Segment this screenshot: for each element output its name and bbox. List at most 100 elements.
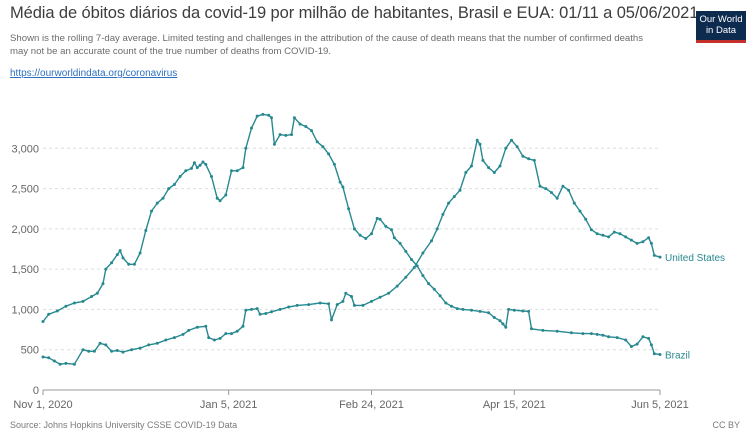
data-point-united-states <box>470 164 473 168</box>
data-point-united-states <box>330 318 333 322</box>
data-point-brazil <box>284 133 288 137</box>
series-line-brazil[interactable] <box>42 113 661 356</box>
data-point-brazil <box>347 207 351 211</box>
data-point-united-states <box>64 361 68 365</box>
data-point-united-states <box>341 299 345 303</box>
data-point-brazil <box>81 299 85 303</box>
data-point-united-states <box>487 166 491 170</box>
series-line-united-states[interactable] <box>42 139 661 365</box>
data-point-brazil <box>527 309 531 313</box>
data-point-united-states <box>572 201 576 205</box>
y-tick-label: 2,000 <box>11 224 39 236</box>
data-point-brazil <box>370 232 373 236</box>
data-point-united-states <box>52 359 56 363</box>
data-point-brazil <box>438 294 442 298</box>
data-point-brazil <box>144 229 148 232</box>
data-point-united-states <box>335 303 339 307</box>
data-point-brazil <box>195 166 199 170</box>
data-point-brazil <box>215 196 219 200</box>
data-point-united-states <box>475 138 479 142</box>
data-point-united-states <box>81 348 85 352</box>
data-point-united-states <box>155 341 159 345</box>
data-point-brazil <box>507 307 511 311</box>
data-point-united-states <box>421 251 425 255</box>
data-point-united-states <box>41 355 45 359</box>
gridlines <box>43 147 660 391</box>
data-point-united-states <box>412 266 416 269</box>
data-point-united-states <box>521 154 525 158</box>
data-point-brazil <box>390 228 393 232</box>
data-point-united-states <box>647 236 651 240</box>
data-point-united-states <box>624 235 628 239</box>
data-point-brazil <box>55 309 59 313</box>
data-point-brazil <box>375 216 379 220</box>
x-tick-label: Jan 5, 2021 <box>200 399 258 411</box>
data-point-united-states <box>172 336 176 340</box>
y-tick-label: 500 <box>21 345 39 357</box>
data-point-brazil <box>455 307 459 311</box>
data-point-united-states <box>287 305 291 309</box>
data-point-brazil <box>581 332 585 336</box>
data-point-united-states <box>110 349 114 353</box>
data-point-united-states <box>510 138 513 142</box>
data-point-brazil <box>652 352 656 356</box>
data-point-brazil <box>615 336 619 340</box>
data-point-brazil <box>172 183 176 186</box>
license-link[interactable]: CC BY <box>712 420 740 430</box>
data-point-united-states <box>532 158 536 162</box>
data-point-united-states <box>601 233 605 237</box>
data-point-united-states <box>404 275 408 279</box>
data-point-united-states <box>352 303 356 307</box>
data-point-brazil <box>647 336 651 340</box>
data-point-brazil <box>150 209 153 213</box>
data-point-brazil <box>635 342 639 346</box>
source-note: Source: Johns Hopkins University CSSE CO… <box>10 420 238 430</box>
source-link[interactable]: https://ourworldindata.org/coronavirus <box>10 68 178 79</box>
data-point-brazil <box>358 233 362 237</box>
data-point-united-states <box>235 329 239 333</box>
data-point-united-states <box>195 325 199 329</box>
data-point-brazil <box>364 237 368 240</box>
data-point-brazil <box>569 331 573 335</box>
data-point-brazil <box>184 169 188 173</box>
data-point-brazil <box>267 113 271 117</box>
data-point-united-states <box>344 291 348 295</box>
series-label-brazil[interactable]: Brazil <box>665 351 690 362</box>
data-point-united-states <box>607 235 611 239</box>
data-point-united-states <box>181 332 185 336</box>
data-point-brazil <box>250 126 253 130</box>
data-point-united-states <box>87 349 91 353</box>
series-label-united-states[interactable]: United States <box>665 253 725 264</box>
data-point-united-states <box>255 307 259 311</box>
data-point-brazil <box>427 282 431 286</box>
data-point-brazil <box>492 316 496 319</box>
data-point-united-states <box>270 310 273 314</box>
data-point-united-states <box>584 217 588 221</box>
data-point-brazil <box>601 333 605 337</box>
chart-subtitle: Shown is the rolling 7-day average. Limi… <box>10 33 644 57</box>
x-tick-label: Jun 5, 2021 <box>631 399 689 411</box>
data-point-united-states <box>241 324 245 328</box>
data-point-brazil <box>470 308 473 312</box>
data-point-united-states <box>264 312 268 315</box>
data-point-brazil <box>432 287 436 291</box>
data-point-brazil <box>589 332 593 336</box>
x-axis-ticks: Nov 1, 2020 Jan 5, 2021 Feb 24, 2021 Apr 15… <box>13 390 689 411</box>
data-point-united-states <box>318 301 322 305</box>
data-point-united-states <box>652 253 656 257</box>
data-point-brazil <box>41 320 45 323</box>
data-point-brazil <box>132 262 136 266</box>
data-point-united-states <box>218 336 222 340</box>
owid-logo[interactable]: Our World in Data <box>696 11 746 43</box>
data-point-brazil <box>304 125 308 128</box>
data-point-united-states <box>207 336 211 340</box>
data-point-united-states <box>130 348 134 352</box>
data-point-brazil <box>290 133 293 137</box>
data-point-brazil <box>595 332 599 336</box>
data-point-united-states <box>115 349 119 352</box>
data-point-united-states <box>430 239 433 243</box>
series-lines <box>41 112 662 366</box>
data-point-united-states <box>527 157 531 161</box>
data-point-brazil <box>155 201 159 205</box>
